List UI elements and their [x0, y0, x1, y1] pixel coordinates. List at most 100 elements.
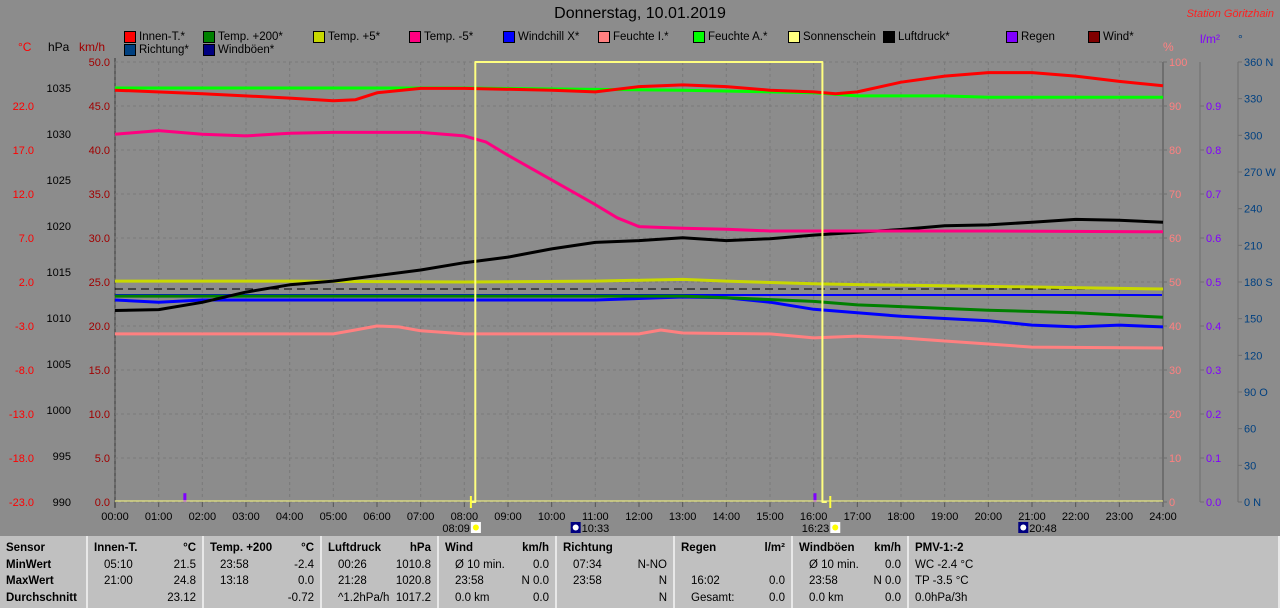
- x-tick-label: 07:00: [407, 511, 435, 523]
- celsius-tick-label: 7.0: [19, 233, 34, 245]
- legend-item[interactable]: Temp. +200*: [203, 31, 283, 43]
- stats-value: -2.4: [294, 558, 314, 571]
- kmh-tick-label: 45.0: [89, 101, 110, 113]
- legend-item[interactable]: Richtung*: [124, 44, 189, 56]
- celsius-tick-label: -18.0: [9, 453, 34, 465]
- legend-item[interactable]: Sonnenschein: [788, 31, 876, 43]
- event-time: 08:09: [442, 523, 470, 535]
- stats-group: Innen-T. °C 05:10 21.5 21:00 24.8 23.12: [88, 536, 204, 608]
- kmh-tick-label: 5.0: [95, 453, 110, 465]
- stats-value: N: [658, 575, 667, 587]
- percent-tick-label: 70: [1169, 189, 1181, 201]
- stats-group: Wind km/h Ø 10 min. 0.0 23:58 N 0.0 0.0 km 0.0: [439, 536, 557, 608]
- rain-unit-label: l/m²: [1200, 32, 1220, 46]
- stats-label: 13:18: [220, 575, 249, 587]
- stats-label: Ø 10 min.: [809, 558, 859, 571]
- legend-label: Sonnenschein: [803, 31, 876, 43]
- legend-item[interactable]: Regen: [1006, 31, 1055, 43]
- x-tick-label: 12:00: [625, 511, 653, 523]
- stats-value: 0.0: [769, 575, 785, 587]
- stats-value: km/h: [522, 542, 549, 554]
- hpa-tick-label: 1025: [47, 175, 71, 187]
- hpa-tick-label: 1030: [47, 129, 71, 141]
- legend-item[interactable]: Windchill X*: [503, 31, 579, 43]
- stats-label: 16:02: [691, 575, 720, 587]
- stats-header: Temp. +200 °C: [210, 540, 314, 557]
- x-tick-label: 00:00: [101, 511, 129, 523]
- chart-title: Donnerstag, 10.01.2019: [554, 5, 726, 22]
- series-luftdruck: [114, 217, 1164, 312]
- rain-bar: [183, 493, 187, 502]
- x-tick-label: 21:00: [1018, 511, 1046, 523]
- legend-item[interactable]: Feuchte A.*: [693, 31, 767, 43]
- x-tick-label: 22:00: [1062, 511, 1090, 523]
- stats-group: Luftdruck hPa 00:26 1010.8 21:28 1020.8 ^1.2hP…: [322, 536, 439, 608]
- series-temp-200: [115, 294, 1164, 319]
- rain-tick-label: 0.1: [1206, 453, 1221, 465]
- series-temp-5: [115, 277, 1164, 291]
- legend-item[interactable]: Temp. +5*: [313, 31, 380, 43]
- kmh-tick-label: 50.0: [89, 57, 110, 69]
- legend-swatch: [503, 31, 515, 43]
- sunset-icon-glyph: [832, 524, 839, 531]
- stats-row: TP -3.5 °C: [915, 573, 1272, 590]
- kmh-tick-label: 15.0: [89, 365, 110, 377]
- x-tick-label: 13:00: [669, 511, 697, 523]
- kmh-tick-label: 20.0: [89, 321, 110, 333]
- legend-item[interactable]: Luftdruck*: [883, 31, 950, 43]
- rain-tick-label: 0.5: [1206, 277, 1221, 289]
- legend-item[interactable]: Wind*: [1088, 31, 1134, 43]
- hpa-tick-label: 990: [53, 497, 71, 509]
- rain-tick-label: 0.9: [1206, 101, 1221, 113]
- x-tick-label: 01:00: [145, 511, 173, 523]
- stats-row: 05:10 21.5: [94, 557, 196, 574]
- stats-label: 0.0 km: [809, 591, 844, 604]
- stats-value: °C: [183, 542, 196, 554]
- percent-tick-label: 80: [1169, 145, 1181, 157]
- legend-item[interactable]: Feuchte I.*: [598, 31, 669, 43]
- celsius-tick-label: 17.0: [13, 145, 34, 157]
- legend-item[interactable]: Innen-T.*: [124, 31, 185, 43]
- event-sunrise: 08:09: [442, 522, 481, 535]
- percent-tick-label: 50: [1169, 277, 1181, 289]
- stats-row: 23:58 -2.4: [210, 557, 314, 574]
- stats-row: Gesamt: 0.0: [681, 590, 785, 607]
- legend-item[interactable]: Windböen*: [203, 44, 274, 56]
- kmh-tick-label: 35.0: [89, 189, 110, 201]
- degree-unit-label: °: [1238, 32, 1243, 46]
- rain-bar: [813, 493, 817, 502]
- x-tick-label: 05:00: [320, 511, 348, 523]
- stats-label: Innen-T.: [94, 542, 138, 554]
- stats-label: [94, 590, 104, 607]
- hpa-tick-label: 995: [53, 451, 71, 463]
- stats-row: 23:58 N 0.0: [445, 573, 549, 590]
- legend-swatch: [313, 31, 325, 43]
- stats-label: 23:58: [809, 575, 838, 587]
- legend-item[interactable]: Temp. -5*: [409, 31, 473, 43]
- stats-label: Durchschnitt: [6, 591, 77, 604]
- stats-value: l/m²: [764, 542, 785, 554]
- celsius-unit-label: °C: [18, 40, 32, 54]
- stats-value: 0.0: [298, 575, 314, 587]
- x-tick-label: 14:00: [713, 511, 741, 523]
- stats-row: 23.12: [94, 590, 196, 607]
- stats-header: Sensor: [6, 540, 80, 557]
- stats-label: Sensor: [6, 542, 45, 554]
- percent-tick-label: 20: [1169, 409, 1181, 421]
- x-tick-label: 06:00: [363, 511, 391, 523]
- degree-tick-label: 120: [1244, 350, 1262, 362]
- legend-label: Temp. +200*: [218, 31, 283, 43]
- stats-value: hPa: [409, 542, 431, 554]
- stats-header: Luftdruck hPa: [328, 540, 431, 557]
- percent-tick-label: 100: [1169, 57, 1187, 69]
- stats-value: 0.0: [533, 558, 549, 571]
- legend-label: Temp. -5*: [424, 31, 474, 43]
- stats-header: Wind km/h: [445, 540, 549, 557]
- kmh-tick-label: 30.0: [89, 233, 110, 245]
- stats-row: 23:58 N: [563, 573, 667, 590]
- degree-tick-label: 30: [1244, 460, 1256, 472]
- celsius-tick-label: -8.0: [15, 365, 34, 377]
- rain-tick-label: 0.3: [1206, 365, 1221, 377]
- stats-label: 0.0 km: [455, 591, 490, 604]
- legend-swatch: [598, 31, 610, 43]
